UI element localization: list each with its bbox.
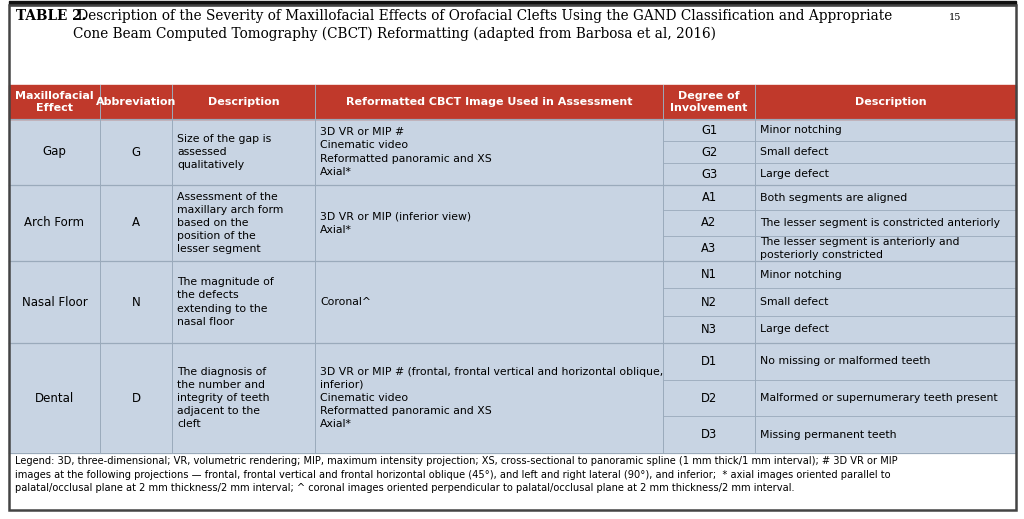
Text: Description: Description — [855, 97, 927, 107]
Text: G1: G1 — [701, 124, 717, 136]
Text: Minor notching: Minor notching — [760, 270, 842, 280]
Text: N1: N1 — [701, 268, 717, 281]
Text: Missing permanent teeth: Missing permanent teeth — [760, 430, 896, 440]
Text: The lesser segment is constricted anteriorly: The lesser segment is constricted anteri… — [760, 218, 1000, 228]
Text: Both segments are aligned: Both segments are aligned — [760, 193, 907, 202]
Text: Minor notching: Minor notching — [760, 125, 842, 135]
Text: Abbreviation: Abbreviation — [96, 97, 176, 107]
Text: 15: 15 — [949, 13, 962, 22]
Text: 3D VR or MIP # (frontal, frontal vertical and horizontal oblique,
inferior)
Cine: 3D VR or MIP # (frontal, frontal vertica… — [319, 366, 664, 429]
Bar — [9, 119, 1016, 185]
Text: TABLE 2.: TABLE 2. — [16, 9, 86, 23]
Text: Coronal^: Coronal^ — [319, 297, 371, 307]
Bar — [9, 85, 1016, 119]
Bar — [9, 453, 1016, 510]
Text: Small defect: Small defect — [760, 297, 828, 307]
Text: A1: A1 — [701, 191, 717, 204]
Text: D1: D1 — [701, 355, 717, 368]
Bar — [9, 343, 1016, 453]
Text: Size of the gap is
assessed
qualitatively: Size of the gap is assessed qualitativel… — [177, 134, 271, 170]
Text: Arch Form: Arch Form — [25, 216, 85, 229]
Text: N2: N2 — [701, 295, 717, 308]
Text: D: D — [131, 391, 140, 404]
Text: Description of the Severity of Maxillofacial Effects of Orofacial Clefts Using t: Description of the Severity of Maxillofa… — [73, 9, 892, 42]
Text: D3: D3 — [700, 428, 717, 441]
Text: A: A — [132, 216, 140, 229]
Text: G: G — [131, 145, 140, 158]
Text: Assessment of the
maxillary arch form
based on the
position of the
lesser segmen: Assessment of the maxillary arch form ba… — [177, 192, 284, 254]
Text: Degree of
Involvement: Degree of Involvement — [671, 91, 748, 113]
Text: 3D VR or MIP #
Cinematic video
Reformatted panoramic and XS
Axial*: 3D VR or MIP # Cinematic video Reformatt… — [319, 127, 492, 177]
Text: Description: Description — [208, 97, 280, 107]
Text: A2: A2 — [701, 216, 717, 229]
Text: The lesser segment is anteriorly and
posteriorly constricted: The lesser segment is anteriorly and pos… — [760, 237, 959, 260]
Bar — [9, 185, 1016, 261]
Text: A3: A3 — [701, 242, 717, 255]
Text: The magnitude of
the defects
extending to the
nasal floor: The magnitude of the defects extending t… — [177, 277, 273, 327]
Text: The diagnosis of
the number and
integrity of teeth
adjacent to the
cleft: The diagnosis of the number and integrit… — [177, 366, 269, 429]
Text: Dental: Dental — [35, 391, 74, 404]
Text: Maxillofacial
Effect: Maxillofacial Effect — [15, 91, 94, 113]
Text: G3: G3 — [700, 168, 717, 181]
Text: Large defect: Large defect — [760, 169, 828, 179]
Text: Malformed or supernumerary teeth present: Malformed or supernumerary teeth present — [760, 393, 997, 403]
Text: Nasal Floor: Nasal Floor — [22, 295, 87, 308]
Text: Small defect: Small defect — [760, 147, 828, 157]
Text: 3D VR or MIP (inferior view)
Axial*: 3D VR or MIP (inferior view) Axial* — [319, 211, 471, 235]
Bar — [9, 1, 1016, 5]
Text: Large defect: Large defect — [760, 324, 828, 334]
Text: Legend: 3D, three-dimensional; VR, volumetric rendering; MIP, maximum intensity : Legend: 3D, three-dimensional; VR, volum… — [15, 456, 898, 493]
Text: Gap: Gap — [43, 145, 67, 158]
Text: N3: N3 — [701, 323, 717, 336]
Text: G2: G2 — [700, 145, 717, 158]
Text: No missing or malformed teeth: No missing or malformed teeth — [760, 357, 931, 366]
Bar — [9, 261, 1016, 343]
Text: Reformatted CBCT Image Used in Assessment: Reformatted CBCT Image Used in Assessmen… — [346, 97, 632, 107]
Text: N: N — [132, 295, 140, 308]
Text: D2: D2 — [700, 391, 717, 404]
